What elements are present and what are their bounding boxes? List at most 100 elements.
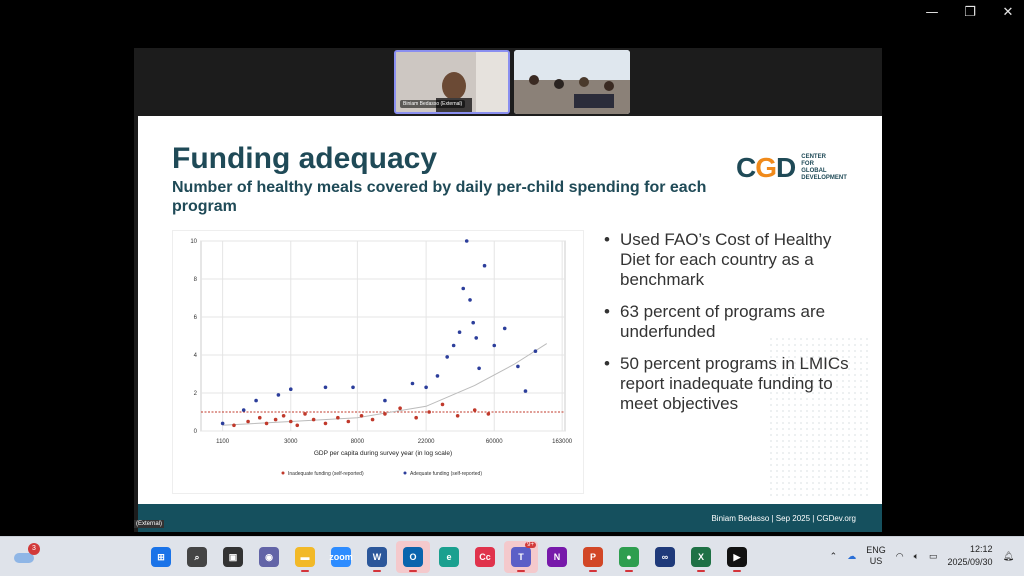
inadequate-point bbox=[359, 414, 364, 418]
x-tick-label: 8000 bbox=[351, 439, 365, 445]
wifi-icon[interactable]: ◠ bbox=[895, 550, 904, 561]
adequate-point bbox=[445, 355, 449, 359]
inadequate-point bbox=[323, 421, 328, 426]
slide-footer: Biniam Bedasso | Sep 2025 | CGDev.org bbox=[138, 504, 882, 532]
adequate-point bbox=[241, 408, 246, 412]
inadequate-point bbox=[427, 410, 431, 414]
taskbar-app-chat[interactable]: ◉ bbox=[252, 541, 286, 573]
chrome-icon: ● bbox=[619, 547, 639, 567]
taskbar-app-creative-cloud[interactable]: Cc bbox=[468, 541, 502, 573]
y-tick-label: 0 bbox=[194, 429, 198, 435]
adequate-point bbox=[492, 343, 497, 348]
running-indicator bbox=[517, 570, 525, 572]
close-icon[interactable]: ✕ bbox=[1002, 4, 1014, 20]
taskbar-app-edge[interactable]: e bbox=[432, 541, 466, 573]
shared-slide: Funding adequacy Number of healthy meals… bbox=[138, 116, 882, 532]
x-tick-label: 22000 bbox=[418, 439, 435, 445]
taskbar-app-chrome[interactable]: ● bbox=[612, 541, 646, 573]
adequate-point bbox=[533, 349, 538, 353]
zoom-icon: zoom bbox=[329, 547, 353, 567]
edge-icon: e bbox=[439, 547, 459, 567]
adequate-point bbox=[410, 381, 415, 386]
inadequate-point bbox=[398, 406, 402, 410]
restore-icon[interactable]: ❐ bbox=[964, 4, 976, 20]
inadequate-point bbox=[281, 414, 286, 418]
inadequate-point bbox=[414, 415, 418, 420]
excel-icon: X bbox=[691, 547, 711, 567]
onenote-icon: N bbox=[547, 547, 567, 567]
inadequate-point bbox=[257, 415, 262, 420]
inadequate-point bbox=[383, 412, 387, 416]
participant-name-label: Biniam Bedasso (External) bbox=[400, 100, 466, 108]
inadequate-point bbox=[370, 417, 375, 422]
running-indicator bbox=[373, 570, 381, 572]
y-tick-label: 10 bbox=[190, 239, 197, 245]
y-tick-label: 4 bbox=[194, 353, 198, 359]
adequate-point bbox=[254, 398, 258, 403]
inadequate-point bbox=[303, 412, 307, 416]
taskbar-app-powerpoint[interactable]: P bbox=[576, 541, 610, 573]
taskbar-app-excel[interactable]: X bbox=[684, 541, 718, 573]
copilot-icon: ∞ bbox=[655, 547, 675, 567]
taskbar-app-search[interactable]: ⌕ bbox=[180, 541, 214, 573]
running-indicator bbox=[589, 570, 597, 572]
chevron-up-icon[interactable]: ⌃ bbox=[829, 550, 838, 561]
language-indicator[interactable]: ENG US bbox=[866, 545, 886, 566]
logo-text: CENTER FOR GLOBAL DEVELOPMENT bbox=[801, 154, 847, 181]
system-tray: ⌃ ☁ ENG US ◠ 🔈︎ ▭ 12:12 2025/09/30 🔔︎ bbox=[830, 543, 1014, 569]
weather-widget[interactable]: 3 bbox=[12, 543, 40, 569]
inadequate-point bbox=[440, 402, 445, 407]
taskbar-app-task-view[interactable]: ▣ bbox=[216, 541, 250, 573]
window-controls: — ❐ ✕ bbox=[924, 4, 1016, 20]
creative-cloud-icon: Cc bbox=[475, 547, 495, 567]
start-icon: ⊞ bbox=[151, 547, 171, 567]
inadequate-point bbox=[264, 421, 269, 426]
room-video-tile[interactable] bbox=[514, 50, 630, 114]
taskbar-app-outlook[interactable]: O bbox=[396, 541, 430, 573]
inadequate-point bbox=[295, 423, 300, 428]
adequate-point bbox=[276, 393, 281, 397]
battery-icon[interactable]: ▭ bbox=[929, 550, 938, 561]
adequate-point bbox=[502, 326, 507, 331]
taskbar-app-word[interactable]: W bbox=[360, 541, 394, 573]
taskbar-app-start[interactable]: ⊞ bbox=[144, 541, 178, 573]
notifications-bell-icon[interactable]: 🔔︎ bbox=[1002, 550, 1014, 561]
bullet-item: • 50 percent programs in LMICs report ina… bbox=[604, 354, 849, 413]
cgd-logo: CGD CENTER FOR GLOBAL DEVELOPMENT bbox=[736, 152, 847, 184]
plot-area bbox=[200, 240, 566, 432]
file-explorer-icon: ▬ bbox=[295, 547, 315, 567]
taskbar-app-file-explorer[interactable]: ▬ bbox=[288, 541, 322, 573]
participant-video-tile[interactable]: Biniam Bedasso (External) bbox=[394, 50, 510, 114]
taskbar-app-zoom[interactable]: zoom bbox=[324, 541, 358, 573]
clock[interactable]: 12:12 2025/09/30 bbox=[947, 544, 993, 567]
legend-label: Inadequate funding (self-reported) bbox=[288, 471, 364, 477]
taskbar-app-onenote[interactable]: N bbox=[540, 541, 574, 573]
taskbar-app-media-player[interactable]: ▶ bbox=[720, 541, 754, 573]
adequate-point bbox=[464, 239, 469, 243]
taskbar-app-teams[interactable]: T 9+ bbox=[504, 541, 538, 573]
taskbar-app-copilot[interactable]: ∞ bbox=[648, 541, 682, 573]
cloud-icon bbox=[14, 553, 34, 563]
x-axis-label: GDP per capita during survey year (in lo… bbox=[314, 450, 452, 457]
running-indicator bbox=[625, 570, 633, 572]
adequate-point bbox=[288, 387, 293, 391]
bullet-item: • 63 percent of programs are underfunded bbox=[604, 302, 826, 341]
inadequate-point bbox=[232, 423, 236, 428]
adequate-point bbox=[383, 398, 387, 403]
adequate-point bbox=[523, 389, 528, 393]
slide-title: Funding adequacy bbox=[172, 142, 438, 175]
powerpoint-icon: P bbox=[583, 547, 603, 567]
speaker-icon[interactable]: 🔈︎ bbox=[913, 550, 919, 561]
minimize-icon[interactable]: — bbox=[925, 4, 939, 20]
cloud-sync-icon[interactable]: ☁ bbox=[847, 550, 857, 561]
footer-text: Biniam Bedasso | Sep 2025 | CGDev.org bbox=[711, 514, 856, 523]
adequate-point bbox=[435, 374, 440, 378]
adequate-point bbox=[461, 286, 466, 291]
x-tick-label: 60000 bbox=[486, 439, 503, 445]
teams-badge: 9+ bbox=[525, 542, 536, 548]
x-tick-label: 163000 bbox=[552, 439, 573, 445]
inadequate-point bbox=[472, 408, 477, 412]
adequate-point bbox=[323, 385, 328, 390]
